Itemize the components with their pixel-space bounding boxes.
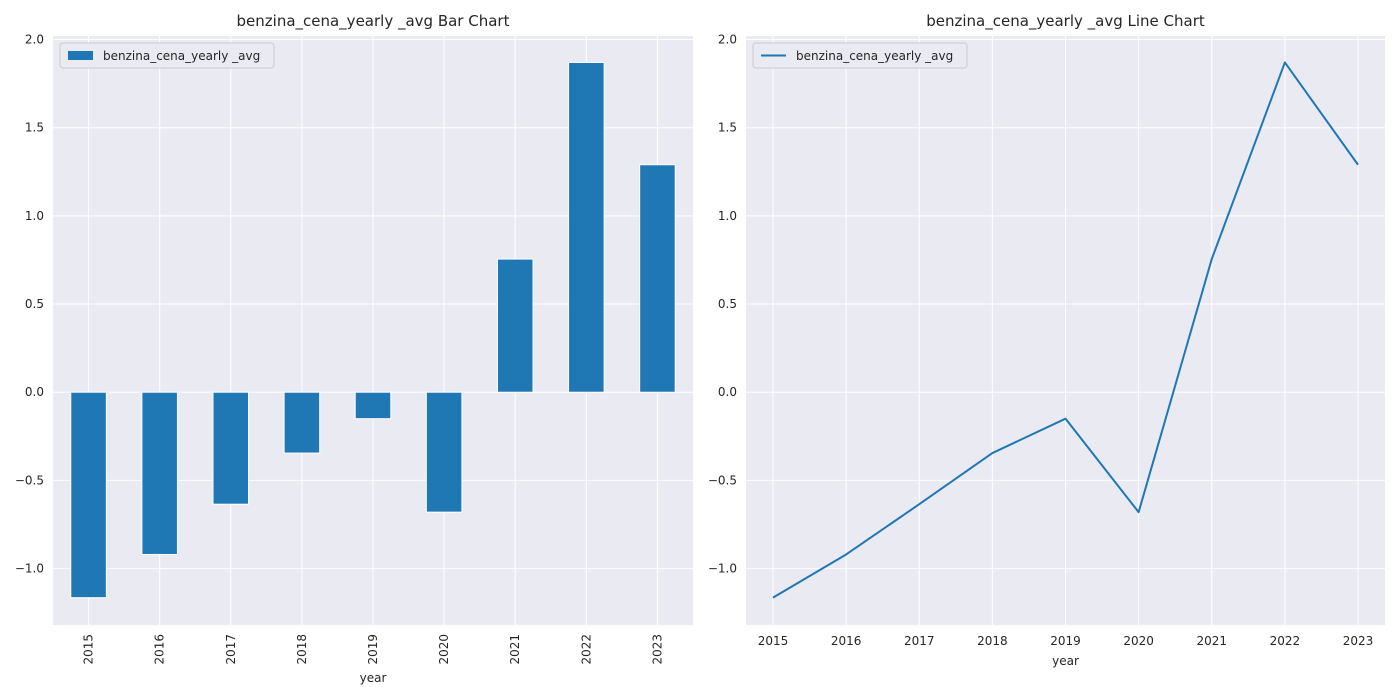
bar-chart-x-tick-label: 2023 <box>650 634 664 665</box>
bar-chart-x-tick-label: 2017 <box>224 634 238 665</box>
bar-chart-y-tick-label: −1.0 <box>15 562 44 576</box>
line-chart-legend-box <box>752 42 968 69</box>
line-chart-legend-label: benzina_cena_yearly _avg <box>796 49 953 63</box>
line-chart-grid <box>746 36 1385 625</box>
bar-chart-x-ticks: 2015 2016 2017 2018 2019 2020 2021 2022 2023 <box>82 634 665 665</box>
bar-chart-title: benzina_cena_yearly _avg Bar Chart <box>237 12 510 31</box>
line-chart-y-tick-label: 2.0 <box>718 33 737 47</box>
line-chart-x-tick-label: 2017 <box>904 634 935 648</box>
bar-2019 <box>354 391 392 420</box>
bar-chart-y-tick-label: 0.0 <box>25 385 44 399</box>
bar-chart-x-tick-label: 2019 <box>366 634 380 665</box>
bar-chart-y-tick-label: 0.5 <box>25 297 44 311</box>
line-chart-series <box>772 61 1359 599</box>
line-chart-x-tick-label: 2021 <box>1196 634 1227 648</box>
line-chart-x-tick-label: 2020 <box>1123 634 1154 648</box>
bar-2021 <box>496 258 534 393</box>
bar-chart-panel: −1.0 −0.5 0.0 0.5 1.0 1.5 2.0 2015 2016 2017 2018… <box>15 12 693 685</box>
line-chart-title: benzina_cena_yearly _avg Line Chart <box>926 12 1205 31</box>
bar-chart-legend: benzina_cena_yearly _avg <box>59 42 275 69</box>
line-chart-y-tick-label: 0.5 <box>718 297 737 311</box>
bar-chart-y-tick-label: 2.0 <box>25 33 44 47</box>
line-chart-x-tick-label: 2018 <box>977 634 1008 648</box>
bar-2020 <box>425 391 463 513</box>
line-chart-x-tick-label: 2019 <box>1050 634 1081 648</box>
line-chart-y-tick-label: 1.0 <box>718 209 737 223</box>
bar-chart-bars <box>70 61 676 599</box>
line-chart-panel: −1.0 −0.5 0.0 0.5 1.0 1.5 2.0 2015 2016 2017 2018… <box>708 12 1385 668</box>
bar-2016 <box>141 391 178 555</box>
line-chart-x-ticks: 2015 2016 2017 2018 2019 2020 2021 2022 2023 <box>758 634 1374 648</box>
bar-chart-y-ticks: −1.0 −0.5 0.0 0.5 1.0 1.5 2.0 <box>15 33 44 576</box>
bar-chart-y-tick-label: 1.5 <box>25 121 44 135</box>
bar-chart-x-tick-label: 2020 <box>437 634 451 665</box>
line-chart-y-ticks: −1.0 −0.5 0.0 0.5 1.0 1.5 2.0 <box>708 33 737 576</box>
bar-2015 <box>70 391 107 599</box>
line-chart-x-tick-label: 2015 <box>758 634 789 648</box>
bar-chart-y-tick-label: 1.0 <box>25 209 44 223</box>
line-chart-x-tick-label: 2016 <box>831 634 862 648</box>
bar-2023 <box>639 164 676 393</box>
bar-chart-x-tick-label: 2016 <box>153 634 167 665</box>
bar-chart-legend-box <box>59 42 275 69</box>
bar-chart-x-tick-label: 2018 <box>295 634 309 665</box>
line-chart-y-tick-label: 0.0 <box>718 385 737 399</box>
bar-2018 <box>283 391 321 454</box>
bar-chart-x-tick-label: 2022 <box>579 634 593 665</box>
bar-chart-legend-label: benzina_cena_yearly _avg <box>103 49 260 63</box>
bar-chart-x-tick-label: 2021 <box>508 634 522 665</box>
bar-chart-x-tick-label: 2015 <box>82 634 96 665</box>
bar-2022 <box>568 61 605 393</box>
line-chart-y-tick-label: −1.0 <box>708 562 737 576</box>
bar-chart-y-tick-label: −0.5 <box>15 473 44 487</box>
bar-chart-x-axis-label: year <box>360 671 387 685</box>
line-chart-y-tick-label: −0.5 <box>708 473 737 487</box>
line-chart-x-axis-label: year <box>1052 654 1079 668</box>
line-chart-x-tick-label: 2023 <box>1343 634 1374 648</box>
line-chart-y-tick-label: 1.5 <box>718 121 737 135</box>
bar-chart-legend-swatch <box>68 51 93 60</box>
bar-2017 <box>212 391 250 505</box>
line-chart-legend: benzina_cena_yearly _avg <box>752 42 968 69</box>
line-chart-x-tick-label: 2022 <box>1270 634 1301 648</box>
